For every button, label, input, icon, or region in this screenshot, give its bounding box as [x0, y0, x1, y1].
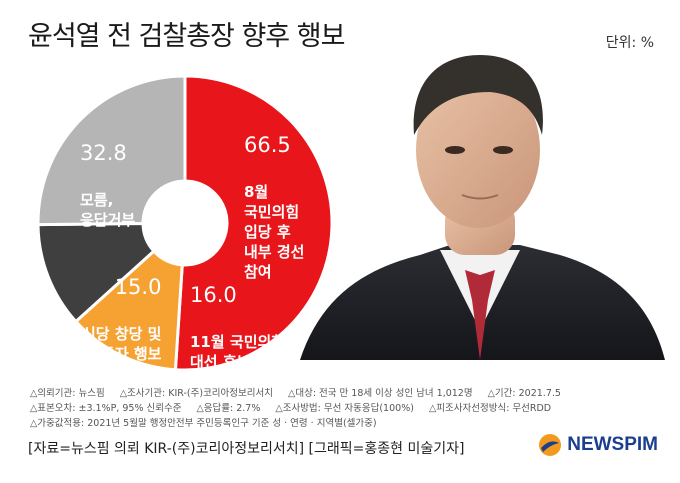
slice-text-2: 신당 창당 및 독자 행보: [82, 325, 162, 363]
slice-value-2: 15.0: [114, 275, 162, 299]
note-item: △응답률: 2.7%: [196, 403, 261, 414]
slice-value-0: 66.5: [244, 133, 291, 157]
chart-title: 윤석열 전 검찰총장 향후 행보: [28, 21, 345, 52]
slice-value-1: 16.0: [190, 283, 237, 307]
slice-label-1: 16.0 11월 국민의힘 대선 후보와 단일화 경선: [190, 262, 285, 392]
note-item: △피조사자선정방식: 무선RDD: [428, 403, 552, 414]
slice-text-3: 모름, 응답거부: [80, 191, 136, 229]
note-item: △조사방법: 무선 자동응답(100%): [275, 403, 414, 414]
newspim-logo-icon: [539, 434, 562, 456]
unit-label: 단위: %: [605, 35, 654, 51]
note-item: △표본오차: ±3.1%P, 95% 신뢰수준: [30, 403, 182, 414]
note-item: △기간: 2021.7.5: [487, 388, 561, 399]
note-item: △조사기관: KIR-(주)코리아정보리서치: [119, 388, 273, 399]
donut-slice-0: [173, 74, 334, 372]
donut-slices: [36, 74, 334, 372]
donut-slice-1: [73, 249, 184, 372]
note-item: △대상: 전국 만 18세 이상 성인 남녀 1,012명: [288, 388, 473, 399]
slice-text-1: 11월 국민의힘 대선 후보와 단일화 경선: [190, 333, 286, 391]
source-credit: [자료=뉴스핌 의뢰 KIR-(주)코리아정보리서치] [그래픽=홍종현 미술기…: [28, 441, 465, 457]
portrait-photo: [300, 55, 665, 360]
logo-text: NEWSPIM: [567, 434, 658, 455]
slice-label-0: 66.5 8월 국민의힘 입당 후 내부 경선 참여: [244, 112, 304, 282]
newspim-logo: NEWSPIM: [538, 433, 658, 457]
note-item: △의뢰기관: 뉴스핌: [30, 388, 105, 399]
note-item: △가중값적용: 2021년 5월말 행정안전부 주민등록인구 기준 성 · 연령…: [30, 418, 377, 429]
donut-slice-2: [36, 221, 156, 324]
donut-slice-3: [36, 74, 187, 227]
slice-value-3: 32.8: [80, 141, 127, 165]
slice-text-0: 8월 국민의힘 입당 후 내부 경선 참여: [244, 183, 305, 281]
slice-label-3: 32.8 모름, 응답거부: [80, 120, 135, 230]
slice-label-2: 15.0 신당 창당 및 독자 행보: [82, 254, 161, 364]
survey-notes: △의뢰기관: 뉴스핌 △조사기관: KIR-(주)코리아정보리서치 △대상: 전…: [30, 386, 670, 431]
